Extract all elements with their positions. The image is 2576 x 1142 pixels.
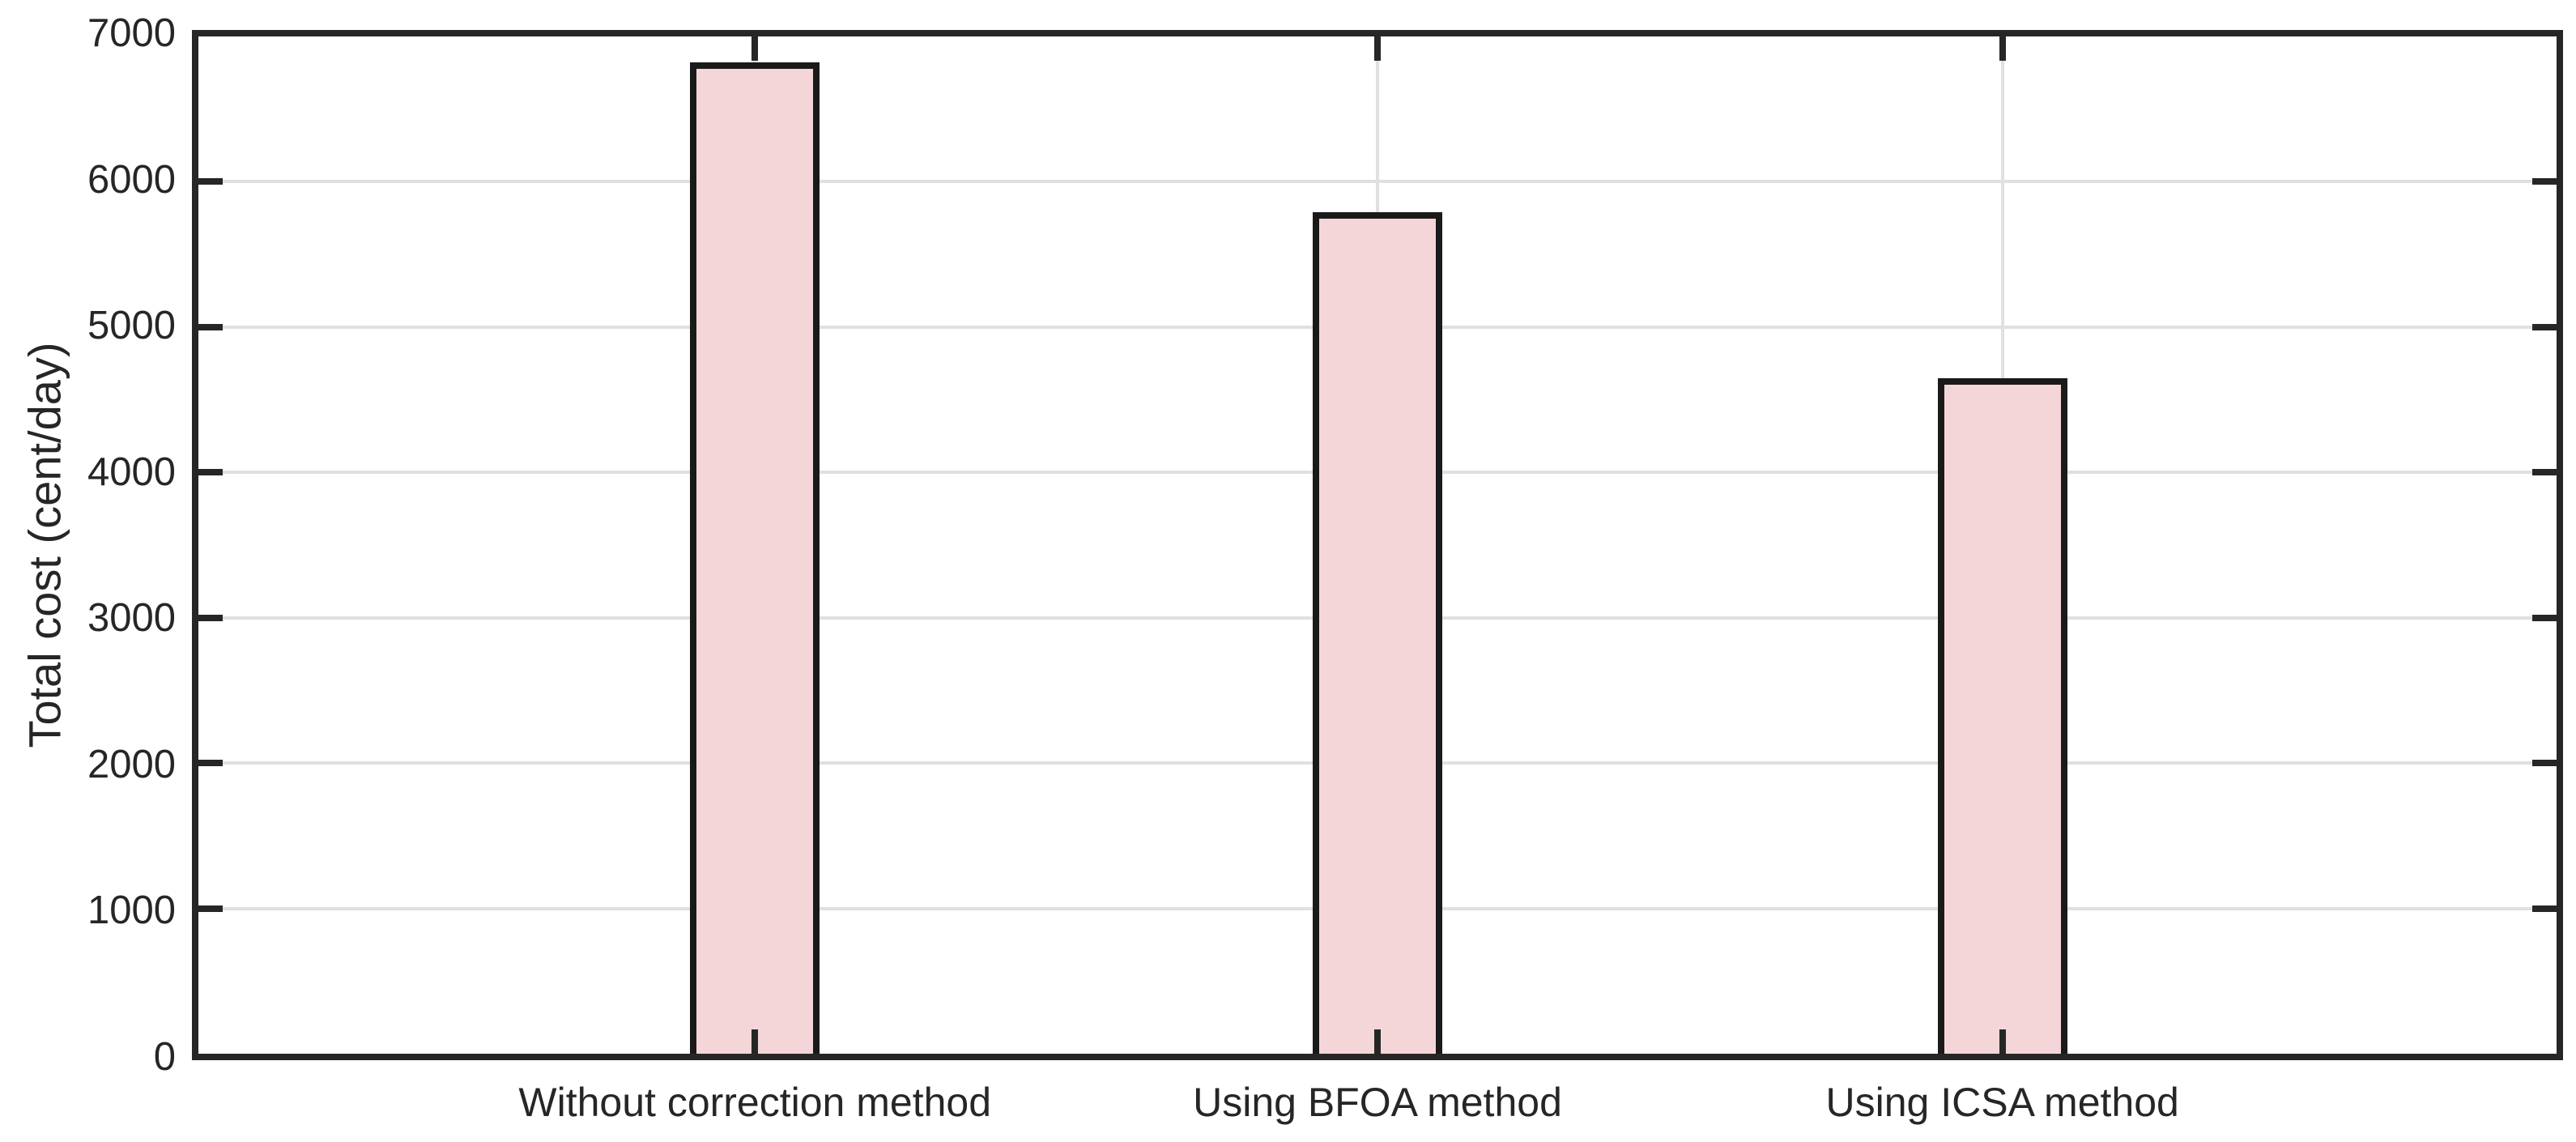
x-tick-bottom	[1999, 1029, 2006, 1054]
plot-area	[192, 30, 2563, 1060]
x-tick-top	[1374, 36, 1381, 61]
y-tick-label: 7000	[87, 11, 176, 55]
y-tick-right	[2532, 760, 2557, 767]
y-tick-left	[198, 614, 223, 621]
y-tick-label: 6000	[87, 157, 176, 202]
y-tick-right	[2532, 323, 2557, 330]
x-tick-bottom	[1374, 1029, 1381, 1054]
y-tick-left	[198, 469, 223, 476]
y-tick-label: 1000	[87, 888, 176, 933]
x-tick-label: Using BFOA method	[1193, 1080, 1562, 1125]
y-tick-label: 5000	[87, 304, 176, 348]
y-tick-right	[2532, 469, 2557, 476]
bar	[1313, 212, 1442, 1054]
x-tick-label: Without correction method	[518, 1080, 992, 1125]
y-tick-right	[2532, 905, 2557, 912]
y-tick-label: 4000	[87, 450, 176, 494]
y-tick-left	[198, 760, 223, 767]
y-tick-label: 3000	[87, 596, 176, 641]
y-tick-label: 2000	[87, 742, 176, 786]
y-tick-left	[198, 323, 223, 330]
bar	[690, 62, 820, 1054]
x-tick-label: Using ICSA method	[1825, 1080, 2179, 1125]
y-tick-left	[198, 178, 223, 185]
y-tick-label: 0	[153, 1035, 176, 1079]
x-tick-top	[752, 36, 759, 61]
y-axis-label: Total cost (cent/day)	[19, 342, 70, 748]
y-tick-right	[2532, 614, 2557, 621]
bar	[1937, 377, 2067, 1054]
y-tick-right	[2532, 178, 2557, 185]
x-tick-bottom	[752, 1029, 759, 1054]
y-tick-left	[198, 905, 223, 912]
x-tick-top	[1999, 36, 2006, 61]
